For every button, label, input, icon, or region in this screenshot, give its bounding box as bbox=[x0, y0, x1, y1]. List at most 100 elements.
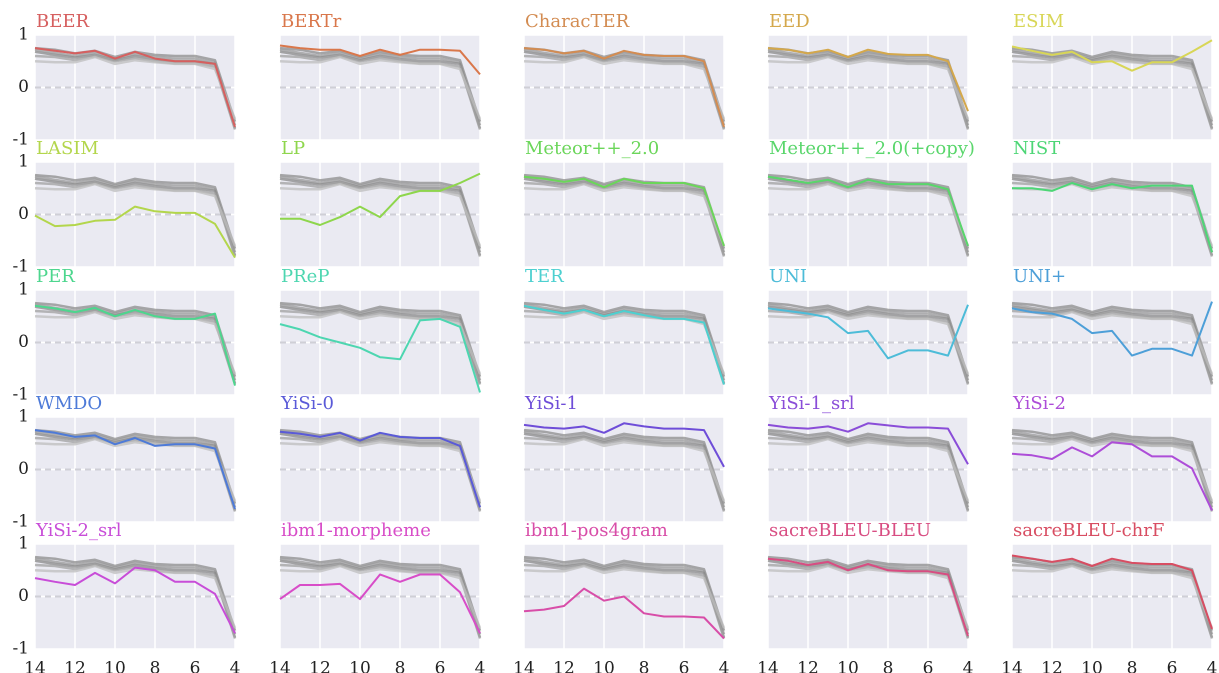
background-line bbox=[523, 175, 726, 253]
metric-line bbox=[523, 304, 725, 385]
background-line bbox=[34, 310, 237, 375]
background-line bbox=[34, 559, 237, 638]
background-line bbox=[1011, 564, 1214, 629]
y-tick-label: -1 bbox=[12, 130, 29, 150]
background-line bbox=[279, 48, 482, 126]
panel-title: YiSi-0 bbox=[280, 393, 334, 414]
metric-line bbox=[34, 205, 236, 259]
x-tick-label: 12 bbox=[1041, 659, 1063, 673]
panel-title: YiSi-2 bbox=[1012, 393, 1066, 414]
background-line bbox=[279, 173, 482, 249]
background-line bbox=[1011, 303, 1214, 381]
background-line bbox=[767, 430, 970, 508]
x-tick-label: 12 bbox=[553, 659, 575, 673]
metric-line bbox=[767, 422, 969, 465]
background-line bbox=[1011, 430, 1214, 508]
panel-title: TER bbox=[525, 266, 564, 287]
background-line bbox=[34, 557, 237, 635]
metric-line bbox=[1011, 301, 1213, 357]
y-tick-label: 0 bbox=[18, 204, 29, 224]
background-line bbox=[1011, 432, 1214, 511]
x-tick-label: 10 bbox=[837, 659, 859, 673]
background-line bbox=[279, 430, 482, 508]
metric-line bbox=[34, 566, 236, 634]
x-tick-label: 10 bbox=[349, 659, 371, 673]
panel-title: sacreBLEU-BLEU bbox=[769, 520, 931, 541]
panel-title: BEER bbox=[36, 11, 90, 32]
background-line bbox=[523, 430, 726, 508]
x-tick-label: 14 bbox=[513, 659, 535, 673]
x-tick-label: 14 bbox=[1001, 659, 1023, 673]
metric-line bbox=[767, 175, 969, 247]
panel-title: NIST bbox=[1013, 138, 1060, 159]
y-tick-label: -1 bbox=[12, 512, 29, 532]
y-tick-label: 1 bbox=[18, 25, 29, 45]
background-line bbox=[279, 559, 482, 638]
metric-line bbox=[34, 429, 236, 510]
x-tick-label: 8 bbox=[639, 659, 650, 673]
x-tick-label: 14 bbox=[269, 659, 291, 673]
background-line bbox=[767, 55, 970, 120]
background-line bbox=[34, 437, 237, 502]
background-line bbox=[1011, 175, 1214, 253]
background-line bbox=[767, 437, 970, 502]
panel-title: LASIM bbox=[36, 138, 99, 159]
metric-line bbox=[279, 573, 481, 634]
panel-title: BERTr bbox=[281, 11, 342, 32]
background-line bbox=[34, 55, 237, 120]
background-line bbox=[767, 177, 970, 256]
background-line bbox=[523, 557, 726, 635]
panel-title: PER bbox=[36, 266, 75, 287]
metric-line bbox=[34, 304, 236, 386]
x-tick-label: 10 bbox=[104, 659, 126, 673]
panel-title: YiSi-1 bbox=[524, 393, 578, 414]
y-tick-label: 1 bbox=[18, 534, 29, 554]
metric-line bbox=[767, 557, 969, 637]
background-line bbox=[279, 46, 482, 122]
background-line bbox=[523, 555, 726, 631]
x-tick-label: 8 bbox=[1127, 659, 1138, 673]
panel-title: YiSi-2_srl bbox=[35, 520, 122, 541]
background-line bbox=[767, 305, 970, 384]
y-tick-label: 0 bbox=[18, 459, 29, 479]
background-line bbox=[767, 555, 970, 631]
background-line bbox=[279, 557, 482, 635]
metric-line bbox=[279, 44, 481, 76]
x-tick-label: 4 bbox=[475, 659, 486, 673]
background-line bbox=[279, 175, 482, 253]
background-line bbox=[34, 48, 237, 126]
x-tick-label: 10 bbox=[593, 659, 615, 673]
metric-line bbox=[767, 47, 969, 112]
background-line bbox=[523, 50, 726, 129]
background-line bbox=[1011, 305, 1214, 384]
background-line bbox=[279, 564, 482, 629]
x-tick-label: 12 bbox=[64, 659, 86, 673]
x-tick-label: 8 bbox=[395, 659, 406, 673]
panel-title: WMDO bbox=[36, 393, 102, 414]
panel-title: PReP bbox=[281, 266, 329, 287]
panel-title: YiSi-1_srl bbox=[768, 393, 855, 414]
background-line bbox=[34, 555, 237, 631]
background-line bbox=[767, 301, 970, 377]
panel-title: ibm1-morpheme bbox=[281, 520, 431, 541]
y-tick-label: -1 bbox=[12, 639, 29, 659]
background-line bbox=[767, 432, 970, 511]
x-tick-label: 4 bbox=[1207, 659, 1218, 673]
background-line bbox=[523, 564, 726, 629]
background-line bbox=[523, 559, 726, 638]
background-line bbox=[523, 55, 726, 120]
background-line bbox=[1011, 428, 1214, 504]
panel-title: LP bbox=[281, 138, 305, 159]
metric-line bbox=[279, 430, 481, 508]
background-line bbox=[1011, 559, 1214, 638]
background-line bbox=[279, 301, 482, 377]
background-line bbox=[523, 432, 726, 511]
background-line bbox=[34, 564, 237, 629]
background-line bbox=[279, 50, 482, 129]
metric-line bbox=[523, 175, 725, 247]
background-line bbox=[34, 175, 237, 253]
background-line bbox=[1011, 177, 1214, 256]
panel-title: sacreBLEU-chrF bbox=[1013, 520, 1164, 541]
panel-title: Meteor++_2.0 bbox=[525, 138, 659, 159]
x-tick-label: 4 bbox=[230, 659, 241, 673]
